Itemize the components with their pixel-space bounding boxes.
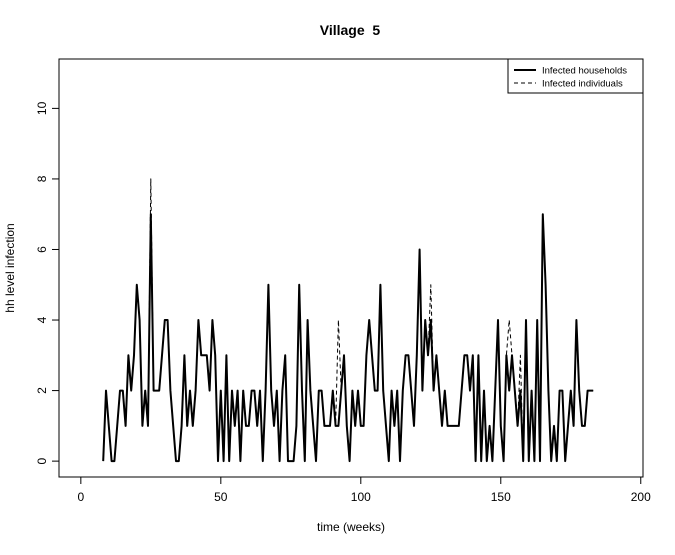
y-tick-label: 6 — [35, 246, 49, 253]
y-tick-label: 4 — [35, 316, 49, 323]
x-tick-label: 50 — [214, 490, 228, 504]
chart-title: Village 5 — [320, 22, 381, 38]
x-tick-label: 150 — [491, 490, 511, 504]
x-tick-label: 200 — [631, 490, 651, 504]
y-axis-label: hh level infection — [3, 223, 17, 312]
y-tick-label: 0 — [35, 457, 49, 464]
x-axis-label: time (weeks) — [317, 520, 385, 534]
series-line — [102, 178, 594, 462]
y-tick-label: 2 — [35, 387, 49, 394]
y-tick-label: 10 — [35, 101, 49, 115]
x-tick-label: 0 — [77, 490, 84, 504]
x-tick-label: 100 — [351, 490, 371, 504]
legend-label: Infected households — [542, 66, 627, 77]
legend-box — [507, 58, 644, 94]
y-tick-label: 8 — [35, 175, 49, 182]
legend-label: Infected individuals — [542, 79, 623, 90]
